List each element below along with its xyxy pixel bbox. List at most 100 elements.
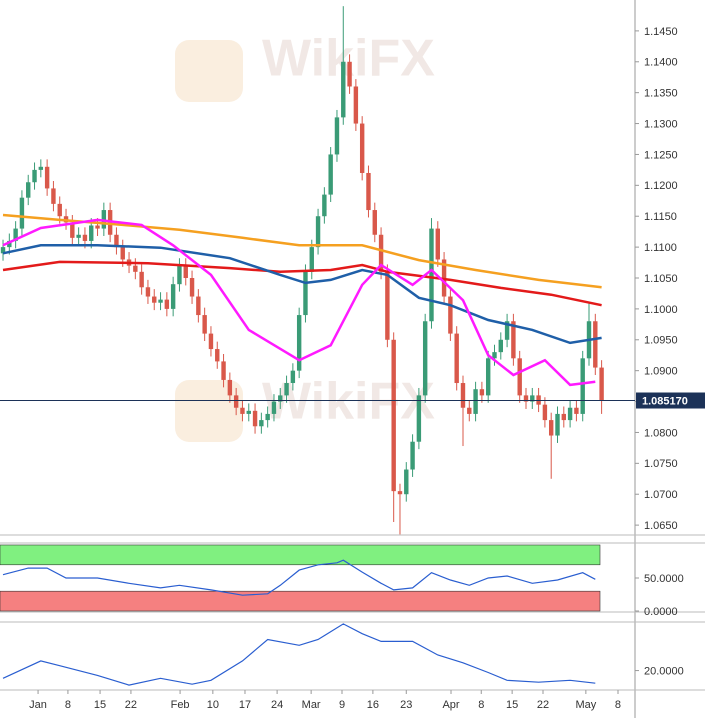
candle-body [89,225,94,241]
candle-body [404,469,409,495]
candle-body [548,420,554,436]
indicator-line [2,213,602,289]
band [0,544,601,566]
x-tick-label: 8 [478,699,484,711]
candle-body [511,321,516,359]
candle-body [334,117,340,155]
candle-body [26,182,31,198]
candle-body [391,339,396,492]
candle-body [120,247,125,260]
candle-body [252,410,258,427]
x-tick-label: Jan [29,699,47,711]
candle-body [114,234,119,248]
indicator-line [2,244,602,345]
candle-body [422,321,428,396]
y-tick-label: 1.1100 [644,242,677,254]
candle-body [139,271,144,288]
x-tick-label: 24 [271,699,283,711]
candle-body [7,240,12,248]
candle-body [416,395,422,442]
candle-body [492,352,497,359]
x-tick-label: 16 [367,699,379,711]
candle-body [479,389,485,396]
y-tick-label: 1.1300 [644,118,678,130]
candle-body [315,216,321,248]
candle-body [372,210,377,235]
last-price-box [636,392,705,409]
indicator-line [2,260,602,307]
candle-body [485,358,491,396]
candle-body [467,407,472,414]
candle-body [196,296,201,316]
candle-body [271,401,277,414]
y-tick-label: 1.1450 [644,26,678,38]
candle-body [322,194,327,217]
y-tick-label: 1.1150 [644,211,677,223]
x-tick-label: 22 [125,699,137,711]
x-tick-label: 17 [239,699,251,711]
y-tick-label: 1.1200 [644,180,678,192]
candle-body [44,166,50,189]
candle-body [158,299,163,303]
last-price-label: 1.085170 [642,395,688,407]
y-tick-label: 20.0000 [644,665,684,677]
y-tick-label: 50.0000 [644,573,684,585]
x-tick-label: Feb [171,699,190,711]
candle-body [347,61,352,87]
candle-body [410,441,415,470]
indicator-line [2,623,596,686]
candle-body [517,358,522,396]
y-tick-label: 0.0000 [644,606,678,618]
candle-body [498,339,503,353]
x-tick-label: 9 [339,699,345,711]
candle-body [265,413,270,421]
candle-body [309,247,314,272]
x-tick-label: 15 [94,699,106,711]
candle-body [561,413,567,421]
candle-body [221,361,226,380]
y-tick-label: 1.0800 [644,427,678,439]
candle-body [278,395,283,402]
x-tick-label: 8 [65,699,71,711]
y-tick-label: 1.0700 [644,489,678,501]
candle-body [233,395,239,408]
x-tick-label: 22 [537,699,549,711]
candle-body [435,228,440,260]
candle-body [133,265,138,272]
candle-body [189,278,195,297]
candle-body [82,234,88,241]
y-tick-label: 1.1250 [644,149,678,161]
candle-body [574,407,579,414]
candle-body [567,407,573,421]
candle-body [530,395,535,402]
candle-body [51,188,56,204]
candle-body [76,234,81,238]
candle-body [303,271,308,316]
candle-body [170,284,176,309]
candle-body [38,166,44,170]
candle-body [13,228,18,241]
candle-body [353,86,359,124]
candle-body [177,265,182,285]
candle-body [227,379,233,396]
y-tick-label: 1.1050 [644,273,678,285]
candle-body [473,389,478,414]
candle-body [542,404,548,421]
candle-body [215,349,220,362]
candle-body [580,358,585,414]
y-tick-label: 1.1000 [644,304,678,316]
x-tick-label: Apr [442,699,459,711]
candle-body [523,395,529,402]
watermark-group: WikiFX WikiFX [175,30,435,442]
candle-body [397,491,403,495]
candle-body [32,169,37,183]
candle-body [145,287,151,297]
candle-body [341,61,346,118]
indicator-line [2,218,596,387]
x-tick-label: 8 [615,699,621,711]
candle-body [202,315,207,334]
candle-body [448,296,453,334]
x-tick-label: 10 [207,699,219,711]
candle-body [328,154,333,195]
